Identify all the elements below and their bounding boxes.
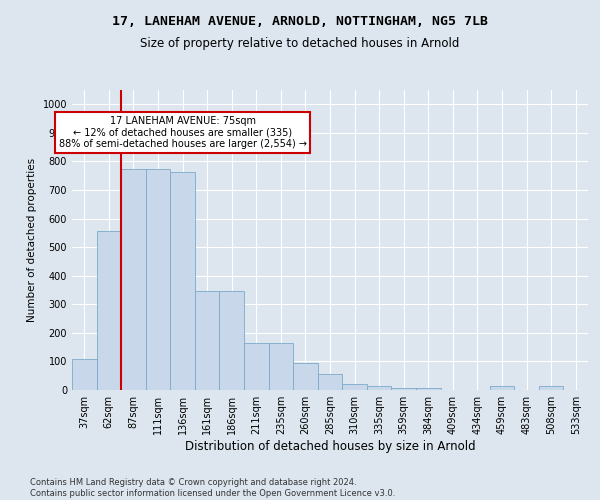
Bar <box>391 388 416 390</box>
Bar <box>293 364 318 390</box>
Bar <box>97 230 121 390</box>
Bar <box>170 172 195 390</box>
Bar <box>342 384 367 390</box>
Bar <box>244 344 269 390</box>
Bar <box>72 358 97 390</box>
Bar <box>269 344 293 390</box>
Bar <box>318 374 342 390</box>
Bar <box>539 386 563 390</box>
Text: Contains HM Land Registry data © Crown copyright and database right 2024.
Contai: Contains HM Land Registry data © Crown c… <box>30 478 395 498</box>
Bar <box>195 292 220 390</box>
Bar <box>367 386 391 390</box>
Bar <box>490 386 514 390</box>
Bar <box>146 168 170 390</box>
Text: 17, LANEHAM AVENUE, ARNOLD, NOTTINGHAM, NG5 7LB: 17, LANEHAM AVENUE, ARNOLD, NOTTINGHAM, … <box>112 15 488 28</box>
Bar <box>416 388 440 390</box>
Bar <box>121 168 146 390</box>
Text: Size of property relative to detached houses in Arnold: Size of property relative to detached ho… <box>140 38 460 51</box>
Y-axis label: Number of detached properties: Number of detached properties <box>27 158 37 322</box>
X-axis label: Distribution of detached houses by size in Arnold: Distribution of detached houses by size … <box>185 440 475 453</box>
Text: 17 LANEHAM AVENUE: 75sqm
← 12% of detached houses are smaller (335)
88% of semi-: 17 LANEHAM AVENUE: 75sqm ← 12% of detach… <box>59 116 307 149</box>
Bar <box>220 292 244 390</box>
